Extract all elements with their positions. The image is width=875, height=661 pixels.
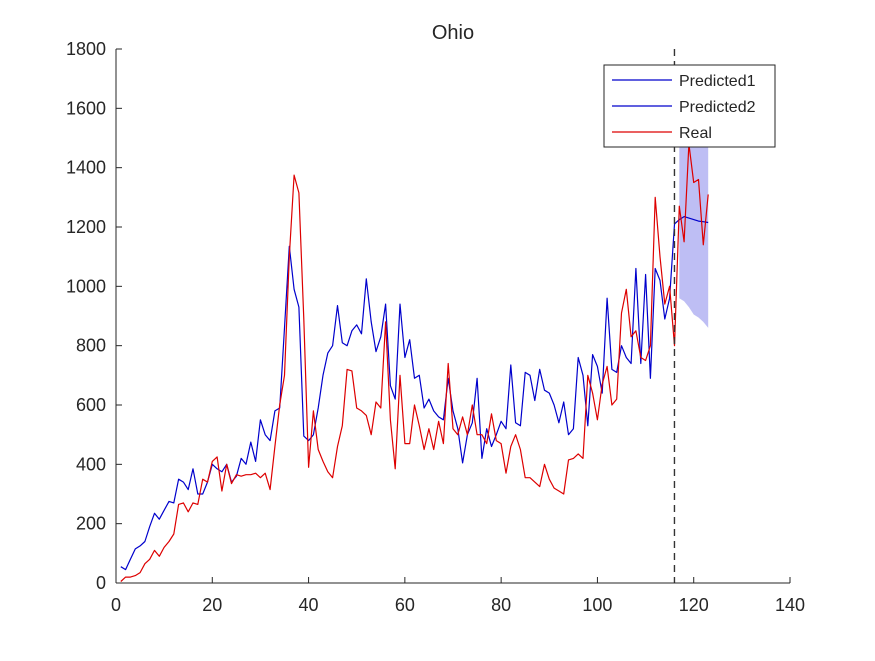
series-layer — [120, 143, 709, 582]
legend: Predicted1 Predicted2 Real — [603, 64, 776, 148]
legend-label-predicted1: Predicted1 — [679, 73, 756, 90]
x-tick-label: 120 — [679, 595, 709, 615]
y-tick-label: 1400 — [66, 158, 106, 178]
legend-label-predicted2: Predicted2 — [679, 99, 756, 116]
x-tick-label: 60 — [395, 595, 415, 615]
x-tick-label: 20 — [202, 595, 222, 615]
legend-label-real: Real — [679, 125, 712, 142]
axes-layer: 0 20 40 60 80 100 120 1400200400600800100012001… — [66, 39, 805, 615]
y-tick-label: 800 — [76, 336, 106, 356]
chart-title: Ohio — [432, 22, 474, 44]
x-tick-label: 100 — [582, 595, 612, 615]
y-tick-label: 1600 — [66, 98, 106, 118]
y-tick-label: 600 — [76, 395, 106, 415]
series-line-predicted1 — [120, 223, 676, 571]
y-tick-label: 0 — [96, 573, 106, 593]
y-tick-label: 1200 — [66, 217, 106, 237]
series-line-real — [120, 143, 709, 582]
x-tick-label: 80 — [491, 595, 511, 615]
series-line-predicted2 — [674, 216, 709, 225]
y-tick-label: 1800 — [66, 39, 106, 59]
x-tick-label: 40 — [299, 595, 319, 615]
x-tick-label: 0 — [111, 595, 121, 615]
y-tick-label: 200 — [76, 514, 106, 534]
y-tick-label: 400 — [76, 454, 106, 474]
x-tick-label: 140 — [775, 595, 805, 615]
y-tick-label: 1000 — [66, 276, 106, 296]
